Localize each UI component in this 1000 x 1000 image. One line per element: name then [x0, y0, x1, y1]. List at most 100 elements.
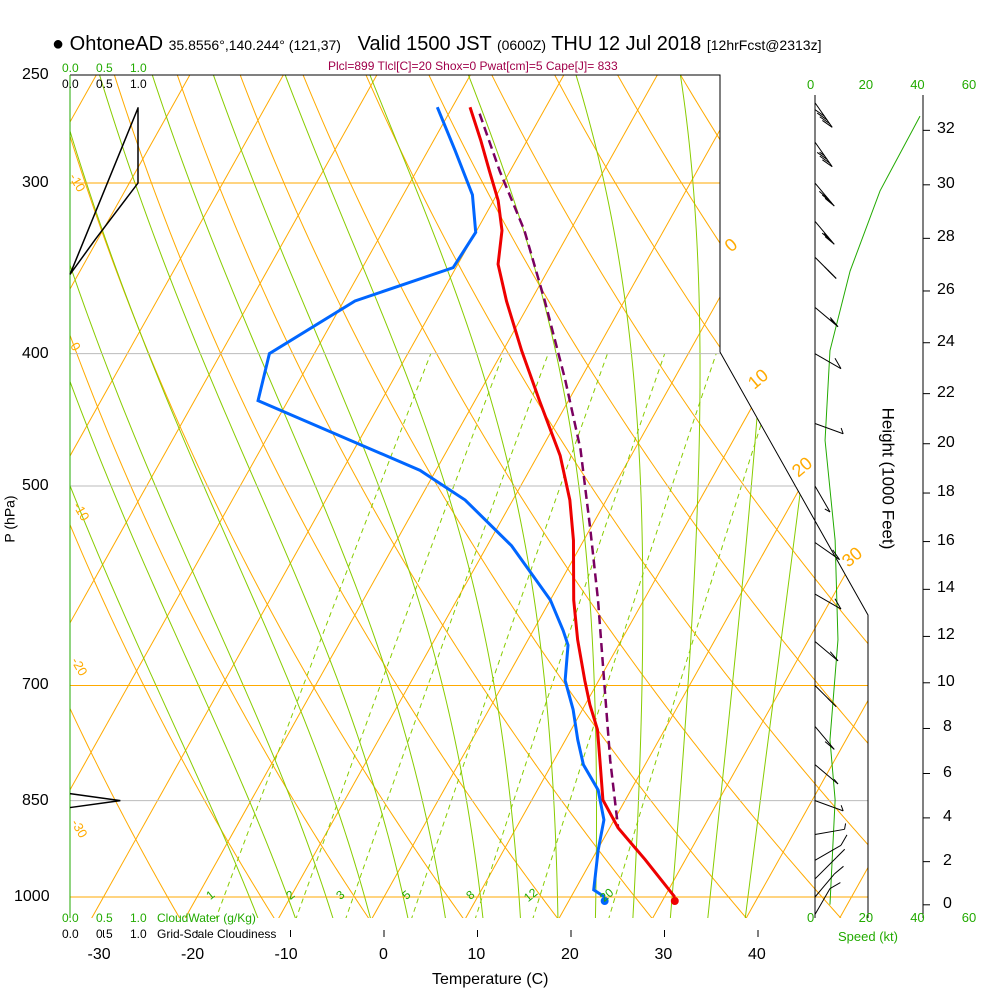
surface-temperature-dot — [670, 897, 679, 905]
barb-flag — [832, 549, 840, 560]
y-axis-title: P (hPa) — [1, 495, 18, 543]
dry-adiabat-line — [422, 75, 868, 918]
pressure-tick-label: 400 — [22, 344, 49, 362]
isotherm-line — [557, 75, 868, 918]
background-lines — [0, 63, 1000, 920]
speed-top-tick: 60 — [961, 77, 977, 92]
mixing-ratio-line — [474, 353, 666, 918]
height-tick-label: 18 — [937, 483, 955, 501]
height-tick-label: 22 — [937, 383, 955, 401]
barb-flag — [824, 508, 831, 513]
moist-adiabat-line — [364, 75, 559, 918]
speed-bottom-tick: 20 — [858, 910, 874, 925]
moist-adiabat-line — [463, 75, 598, 918]
dry-adiabat-line — [360, 75, 868, 918]
wind-barb — [814, 141, 833, 168]
wind-barb — [814, 182, 835, 207]
height-tick-label: 4 — [943, 807, 952, 825]
moist-adiabat-line — [95, 75, 409, 918]
moist-adiabat-line — [208, 75, 484, 918]
dry-adiabat-line — [924, 63, 1000, 920]
height-tick-label: 26 — [937, 280, 955, 298]
wind-barb — [814, 485, 831, 513]
barb-flag — [834, 357, 842, 369]
barb-flag — [835, 848, 846, 859]
barb-staff — [814, 485, 831, 513]
dry-adiabat-line — [70, 75, 276, 918]
cloudiness-top-tick: 1.0 — [130, 77, 147, 91]
height-tick-label: 0 — [943, 894, 952, 912]
mixing-ratio-line — [410, 353, 608, 918]
barb-staff — [814, 857, 837, 880]
barb-flag — [824, 266, 834, 276]
station-name: OhtoneAD — [69, 33, 164, 55]
temp-tick-label: -30 — [87, 946, 111, 963]
temp-tick-label: 40 — [748, 946, 766, 963]
station-dot-icon: ● — [52, 33, 65, 55]
speed-bottom-tick: 60 — [961, 910, 977, 925]
barb-flag — [833, 865, 844, 875]
barb-flag — [844, 823, 847, 830]
temp-tick-label: 20 — [561, 946, 579, 963]
dry-adiabat-line — [235, 75, 749, 918]
barb-staff — [814, 542, 840, 561]
height-tick-label: 16 — [937, 531, 955, 549]
wind-barb — [814, 882, 841, 915]
barb-flag — [819, 155, 830, 164]
barb-flag — [819, 116, 830, 125]
cloudiness-line — [69, 107, 139, 275]
height-axis-title: Height (1000 Feet) — [878, 407, 898, 549]
moist-adiabat-line — [70, 75, 335, 918]
temp-tick-label: -10 — [274, 946, 298, 963]
pressure-tick-label: 250 — [22, 65, 49, 83]
cloudiness-bottom-tick: 1.0 — [130, 927, 147, 941]
barb-staff — [814, 641, 839, 662]
barb-staff — [814, 593, 842, 610]
mixing-ratio-line — [344, 353, 549, 918]
barb-staff — [814, 353, 842, 370]
speed-bottom-tick: 0 — [807, 910, 815, 925]
barb-flag — [821, 232, 832, 242]
cloudwater-bottom-tick: 0.5 — [96, 911, 113, 925]
barb-flag — [829, 651, 839, 662]
barb-flag — [816, 112, 828, 121]
dry-adiabat-line — [70, 75, 182, 918]
stability-indices: Plcl=899 Tlcl[C]=20 Shox=0 Pwat[cm]=5 Ca… — [328, 59, 618, 73]
wind-barb — [814, 256, 837, 279]
wind-barb — [814, 726, 835, 750]
barb-flag — [814, 108, 825, 117]
cloudiness-bottom-tick: 0.5 — [96, 927, 113, 941]
dry-adiabat-line — [547, 75, 868, 918]
mixing-ratio-line — [607, 353, 785, 918]
cloudiness-top-tick: 0.0 — [62, 77, 79, 91]
wind-barb — [814, 641, 839, 662]
wind-barb — [814, 102, 833, 128]
isotherm-line — [838, 75, 868, 918]
valid-time: Valid 1500 JST — [357, 33, 492, 55]
height-tick-label: 24 — [937, 332, 955, 350]
barb-flag — [829, 317, 839, 328]
moist-adiabat-line — [70, 75, 260, 918]
valid-date: THU 12 Jul 2018 — [551, 33, 702, 55]
wind-barb — [814, 542, 840, 561]
moist-adiabat-line — [669, 75, 701, 918]
barb-flag — [822, 120, 833, 128]
wind-speed-line — [824, 115, 921, 905]
height-tick-label: 14 — [937, 579, 955, 597]
dry-adiabat-line — [70, 75, 371, 918]
barb-flag — [824, 197, 835, 207]
barb-staff — [814, 844, 842, 861]
barb-staff — [814, 423, 844, 435]
isotherm-line — [0, 63, 10, 920]
barb-flag — [840, 805, 844, 812]
barb-flag — [822, 159, 833, 168]
dry-adiabat-line — [297, 75, 844, 918]
dry-adiabat-line — [172, 75, 655, 918]
temperature-line — [468, 106, 676, 898]
barb-flag — [824, 236, 835, 245]
x-axis-title: Temperature (C) — [432, 971, 549, 988]
pressure-tick-label: 300 — [22, 174, 49, 192]
chart-title: ● OhtoneAD 35.8556°,140.244° (121,37) Va… — [52, 33, 821, 56]
isotherm-line — [70, 75, 478, 918]
